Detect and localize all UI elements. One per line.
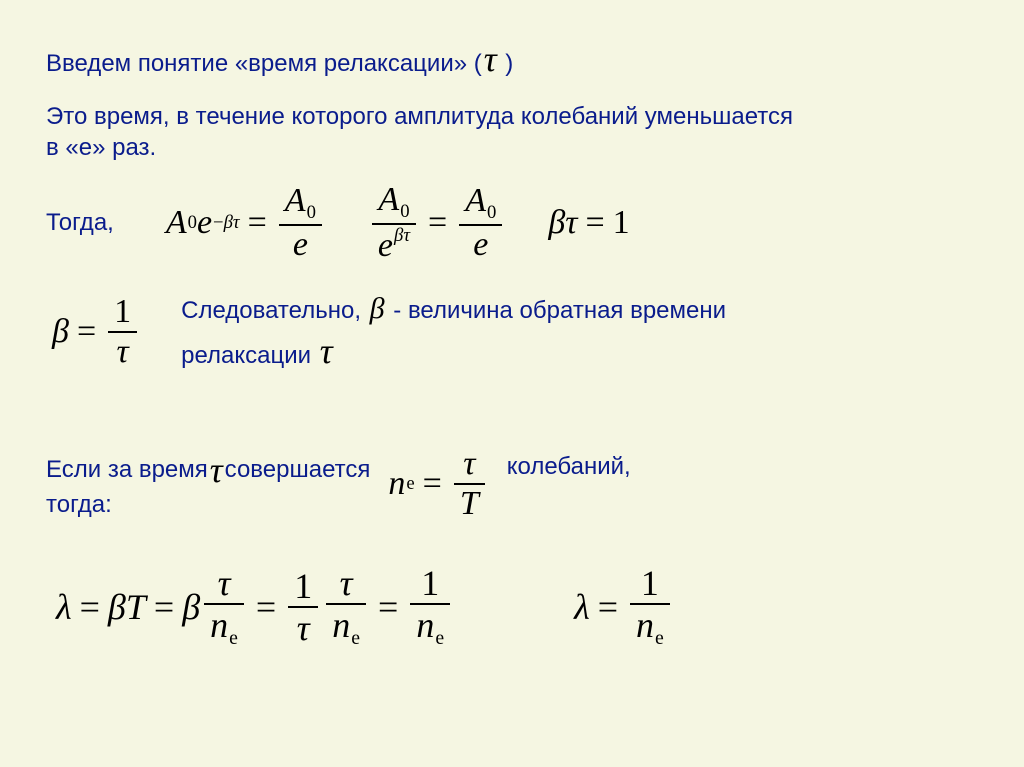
beta-inline: β — [368, 292, 387, 325]
intro-text-1: Введем понятие «время релаксации» ( — [46, 50, 482, 77]
sled-pre: Следовательно, — [181, 297, 368, 324]
eq-lambda-final: λ= 1 ne — [574, 563, 674, 651]
eq-beta: β= 1 τ — [52, 293, 141, 371]
intro-line-2: Это время, в течение которого амплитуда … — [46, 101, 806, 163]
togda-label: Тогда, — [46, 209, 124, 237]
if-mid: совершается — [225, 456, 371, 484]
beta-den: τ — [111, 333, 135, 371]
eq-lambda-chain: λ= βT= β τ ne = 1 τ τ ne = 1 — [56, 563, 454, 651]
eq-ne: ne= τ T — [388, 445, 488, 523]
intro-text-1b: ) — [499, 50, 514, 77]
togda2: тогда: — [46, 491, 370, 519]
eq1-right: βτ =1 — [548, 204, 629, 242]
intro-line-1: Введем понятие «время релаксации» (τ ) — [46, 36, 984, 83]
if-post: колебаний, — [507, 445, 631, 481]
beta-num: 1 — [108, 293, 137, 331]
slide: Введем понятие «время релаксации» (τ ) Э… — [0, 0, 1024, 767]
tau-inline-2: τ — [318, 331, 335, 371]
beta-explain: Следовательно, β - величина обратная вре… — [181, 289, 726, 375]
tau-inline-3: τ — [208, 449, 225, 491]
if-pre: Если за время — [46, 456, 208, 484]
if-row: Если за время τ совершается тогда: ne= τ… — [46, 445, 984, 523]
equation-row-1: Тогда, A0e−βτ = A0 e A0 eβτ = A0 e — [46, 181, 984, 265]
ne-den: T — [454, 485, 485, 523]
sled-mid: - величина обратная времени — [387, 297, 726, 324]
ne-num: τ — [457, 445, 481, 483]
sled-line2a: релаксации — [181, 342, 318, 369]
tau-inline-1: τ — [482, 39, 499, 79]
lambda-row: λ= βT= β τ ne = 1 τ τ ne = 1 — [56, 563, 984, 651]
eq1-mid: A0 eβτ = A0 e — [368, 181, 506, 265]
beta-row: β= 1 τ Следовательно, β - величина обрат… — [46, 289, 984, 375]
eq1-left: A0e−βτ = A0 e — [166, 182, 326, 264]
lambda-num: 1 — [635, 563, 665, 603]
